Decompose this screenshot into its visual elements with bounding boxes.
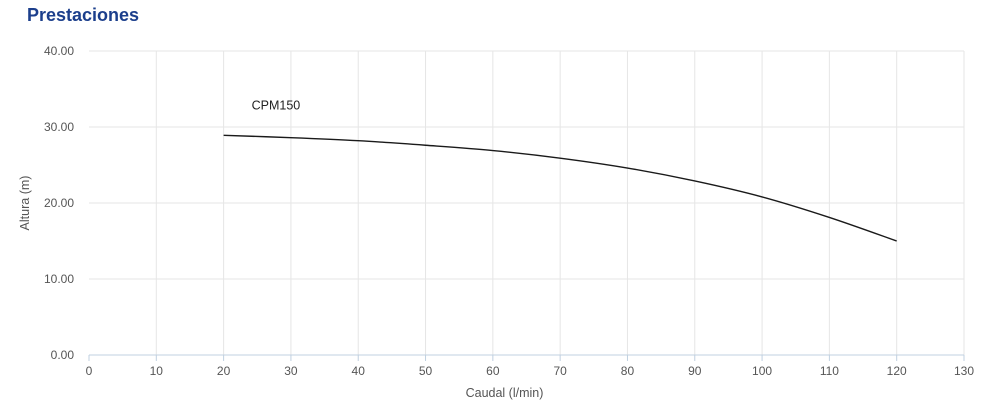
x-axis-ticks: 0 10 20 30 40 50 60 70 80 90 100 110 120 130 bbox=[86, 364, 975, 378]
x-tick-label: 80 bbox=[621, 364, 635, 378]
y-axis-ticks: 0.00 10.00 20.00 30.00 40.00 bbox=[44, 44, 74, 362]
x-tick-label: 50 bbox=[419, 364, 433, 378]
x-tick-label: 110 bbox=[820, 364, 839, 378]
x-tick-label: 20 bbox=[217, 364, 231, 378]
axes bbox=[88, 354, 965, 361]
x-tick-label: 30 bbox=[284, 364, 298, 378]
series-label: CPM150 bbox=[252, 98, 301, 112]
x-axis-title: Caudal (l/min) bbox=[466, 386, 544, 400]
x-tick-label: 70 bbox=[553, 364, 567, 378]
y-tick-label: 10.00 bbox=[44, 272, 74, 286]
y-tick-label: 30.00 bbox=[44, 120, 74, 134]
x-tick-label: 10 bbox=[150, 364, 164, 378]
y-axis-title: Altura (m) bbox=[18, 176, 32, 231]
grid bbox=[89, 50, 965, 355]
x-tick-label: 120 bbox=[887, 364, 907, 378]
section-title: Prestaciones bbox=[27, 5, 140, 25]
x-tick-label: 0 bbox=[86, 364, 93, 378]
x-tick-label: 130 bbox=[954, 364, 974, 378]
series-layer: CPM150 bbox=[223, 98, 897, 242]
x-tick-label: 40 bbox=[352, 364, 366, 378]
y-tick-label: 20.00 bbox=[44, 196, 74, 210]
x-tick-label: 100 bbox=[752, 364, 772, 378]
y-tick-label: 40.00 bbox=[44, 44, 74, 58]
x-tick-label: 90 bbox=[688, 364, 702, 378]
y-tick-label: 0.00 bbox=[51, 348, 75, 362]
x-tick-label: 60 bbox=[486, 364, 500, 378]
